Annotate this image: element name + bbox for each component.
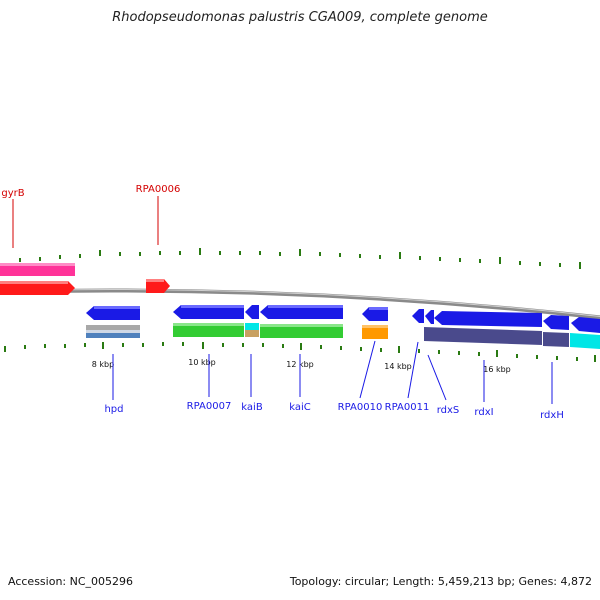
gene-label-RPA0011[interactable]: RPA0011: [385, 402, 430, 413]
cog-block-rdxG-cyan: [570, 333, 600, 349]
gene-label-hpd[interactable]: hpd: [104, 404, 123, 415]
gene-label-RPA0006[interactable]: RPA0006: [136, 184, 181, 195]
cog-block-kaiB-cyan: [245, 323, 259, 330]
gene-forward-red-left-sheen: [0, 281, 68, 284]
gene-forward-red-left[interactable]: [0, 281, 75, 295]
cog-blocks: [86, 323, 600, 349]
gene-label-RPA0007[interactable]: RPA0007: [187, 401, 232, 412]
outer-tick-ring: [19, 248, 581, 269]
gene-gyrB-forward[interactable]: [0, 263, 75, 276]
gene-RPA0006-forward[interactable]: [146, 279, 170, 293]
gene-RPA0006-forward-sheen: [146, 279, 164, 282]
genome-backbone-highlight: [0, 288, 600, 317]
reverse-gene-labels: hpd RPA0007 kaiB kaiC RPA0010 RPA0011 rd…: [104, 401, 563, 421]
gene-rdxH-reverse[interactable]: [543, 315, 569, 330]
genome-backbone: [0, 288, 600, 320]
accession-text: Accession: NC_005296: [8, 575, 134, 588]
cog-block-kaiB-tan: [245, 330, 259, 337]
gene-label-RPA0010[interactable]: RPA0010: [338, 402, 383, 413]
gene-label-gyrB[interactable]: gyrB: [1, 188, 24, 199]
cog-block-hpd-light: [86, 330, 140, 333]
gene-gyrB-forward-sheen: [0, 263, 75, 266]
cog-block-kaiC-green: [260, 324, 343, 338]
gene-kaiC-reverse[interactable]: [260, 305, 343, 319]
scale-label-10kbp: 10 kbp: [188, 358, 216, 367]
gene-rdxS-reverse[interactable]: [425, 310, 434, 324]
gene-kaiB-reverse[interactable]: [245, 305, 259, 319]
reverse-genes: [86, 305, 600, 333]
cog-block-hpd-steel: [86, 333, 140, 338]
reverse-gene-sheen: [94, 305, 388, 310]
cog-block-RPA0010-orange: [362, 325, 388, 339]
gene-RPA0007-reverse[interactable]: [173, 305, 244, 319]
gene-label-rdxI[interactable]: rdxI: [474, 407, 493, 418]
gene-label-kaiC[interactable]: kaiC: [289, 402, 311, 413]
cog-block-hpd-gray: [86, 325, 140, 330]
gene-RPA0010-reverse[interactable]: [362, 307, 388, 321]
gene-label-kaiB[interactable]: kaiB: [241, 402, 263, 413]
cog-block-rdxH-slate: [543, 332, 569, 347]
gene-label-rdxS[interactable]: rdxS: [437, 405, 460, 416]
gene-label-rdxH[interactable]: rdxH: [540, 410, 564, 421]
inner-tick-ring: [4, 342, 596, 362]
gene-hpd-reverse[interactable]: [86, 306, 140, 320]
gene-rdxG-reverse[interactable]: [571, 317, 600, 333]
scale-label-14kbp: 14 kbp: [384, 362, 412, 371]
scale-label-8kbp: 8 kbp: [92, 360, 114, 369]
topology-text: Topology: circular; Length: 5,459,213 bp…: [289, 575, 592, 588]
scale-labels: 8 kbp 10 kbp 12 kbp 14 kbp 16 kbp: [92, 358, 511, 374]
forward-gene-labels: gyrB RPA0006: [1, 184, 180, 248]
gene-rdxI-reverse[interactable]: [434, 311, 542, 327]
map-title: Rhodopseudomonas palustris CGA009, compl…: [112, 10, 488, 25]
cog-block-rdxI-slate: [424, 327, 542, 345]
cog-block-RPA0007-green: [173, 323, 244, 337]
scale-label-16kbp: 16 kbp: [483, 365, 511, 374]
reverse-gene-leaders: [112, 340, 553, 404]
gene-RPA0011-reverse[interactable]: [412, 309, 424, 323]
